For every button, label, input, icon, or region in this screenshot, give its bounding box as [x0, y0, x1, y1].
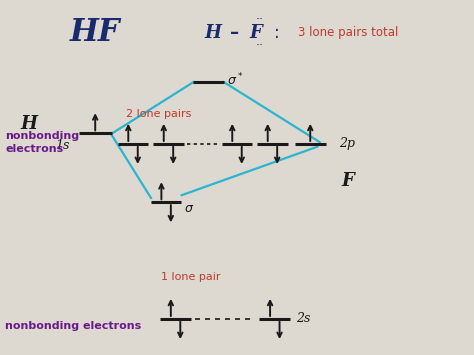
Text: 1s: 1s	[55, 139, 69, 152]
Text: –: –	[230, 23, 239, 42]
Text: HF: HF	[70, 17, 120, 48]
Text: 3 lone pairs total: 3 lone pairs total	[299, 26, 399, 39]
Text: 2 lone pairs: 2 lone pairs	[126, 109, 191, 119]
Text: 1 lone pair: 1 lone pair	[161, 272, 221, 282]
Text: H: H	[205, 23, 222, 42]
Text: F: F	[249, 23, 262, 42]
Text: H: H	[20, 115, 37, 133]
Text: F: F	[341, 172, 354, 190]
Text: ··: ··	[255, 39, 264, 53]
Text: 2p: 2p	[338, 137, 355, 151]
Text: nonbonding
electrons: nonbonding electrons	[5, 131, 80, 154]
Text: nonbonding electrons: nonbonding electrons	[5, 321, 142, 331]
Text: 2s: 2s	[296, 312, 310, 326]
Text: :: :	[274, 23, 280, 42]
Text: ··: ··	[255, 12, 264, 26]
Text: $\sigma$: $\sigma$	[184, 202, 194, 215]
Text: $\sigma^*$: $\sigma^*$	[227, 72, 243, 88]
